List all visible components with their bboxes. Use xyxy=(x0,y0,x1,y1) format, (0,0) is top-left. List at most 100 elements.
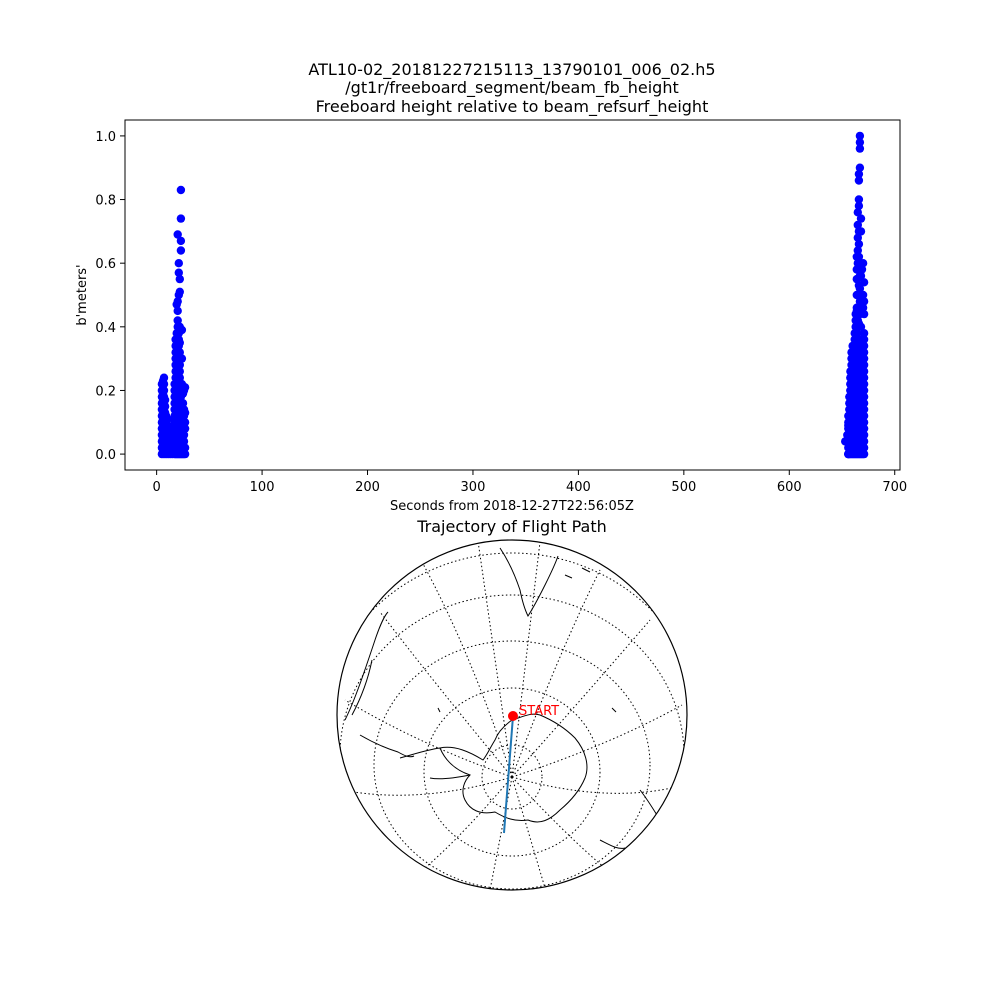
scatter-point xyxy=(851,341,860,351)
scatter-point xyxy=(159,379,169,389)
x-tick-label: 100 xyxy=(250,480,275,495)
x-axis-label: Seconds from 2018-12-27T22:56:05Z xyxy=(390,499,634,514)
scatter-point xyxy=(859,392,869,401)
scatter-point xyxy=(163,414,172,424)
scatter-point xyxy=(175,274,184,284)
coastlines xyxy=(344,547,661,849)
scatter-point xyxy=(859,329,869,338)
scatter-point xyxy=(859,354,869,363)
scatter-point xyxy=(859,399,869,408)
chart-title-line-1: ATL10-02_20181227215113_13790101_006_02.… xyxy=(308,60,715,80)
freeboard-scatter-chart: ATL10-02_20181227215113_13790101_006_02.… xyxy=(75,60,907,514)
scatter-point xyxy=(859,348,869,357)
scatter-points xyxy=(157,131,869,459)
scatter-point xyxy=(173,316,182,325)
scatter-point xyxy=(180,443,190,452)
meridian-3 xyxy=(421,561,513,778)
scatter-point xyxy=(180,449,190,459)
scatter-point xyxy=(173,230,182,239)
scatter-point xyxy=(859,360,869,370)
scatter-point xyxy=(177,354,187,363)
plot-frame xyxy=(124,119,901,471)
scatter-point xyxy=(160,395,170,405)
scatter-point xyxy=(178,399,188,408)
y-axis-label: b'meters' xyxy=(75,264,90,325)
scatter-point xyxy=(855,163,865,172)
scatter-point xyxy=(180,424,190,433)
scatter-point xyxy=(852,306,861,316)
scatter-point xyxy=(859,367,869,376)
antarctic-peninsula xyxy=(399,747,471,780)
scatter-point xyxy=(859,424,869,433)
scatter-point xyxy=(854,176,864,185)
scatter-point xyxy=(175,360,184,370)
meridian-14 xyxy=(511,776,546,889)
scatter-point xyxy=(176,214,186,223)
africa-coast xyxy=(499,547,559,618)
scatter-point xyxy=(859,443,869,452)
parallel-3 xyxy=(373,640,651,890)
scatter-point xyxy=(859,373,869,382)
scatter-point xyxy=(858,259,868,268)
globe-outline xyxy=(336,539,688,891)
scatter-point xyxy=(855,131,865,141)
scatter-point xyxy=(856,322,866,331)
scatter-point xyxy=(859,278,869,287)
scatter-point xyxy=(853,220,862,230)
scatter-point xyxy=(850,348,859,357)
south-america-coast xyxy=(344,611,415,758)
y-tick-label: 0.4 xyxy=(95,321,116,336)
scatter-point xyxy=(173,297,182,306)
scatter-point xyxy=(175,373,184,382)
scatter-point xyxy=(856,271,866,281)
scatter-point xyxy=(859,341,869,351)
scatter-point xyxy=(859,418,869,427)
scatter-point xyxy=(859,386,869,395)
flight-track xyxy=(503,715,514,834)
y-tick-label: 1.0 xyxy=(95,130,116,145)
scatter-point xyxy=(176,236,186,246)
islands xyxy=(437,567,617,713)
scatter-point xyxy=(857,265,867,274)
meridian-4 xyxy=(511,569,601,778)
parallel-2 xyxy=(423,687,601,857)
y-tick-label: 0.2 xyxy=(95,384,116,399)
scatter-point xyxy=(853,246,862,255)
y-tick-label: 0.8 xyxy=(95,194,116,209)
scatter-point xyxy=(855,144,865,153)
scatter-point xyxy=(176,185,186,195)
scatter-point xyxy=(858,290,868,300)
x-tick-label: 400 xyxy=(566,480,591,495)
x-tick-label: 500 xyxy=(671,480,696,495)
chart-title-line-2: /gt1r/freeboard_segment/beam_fb_height xyxy=(345,78,678,98)
scatter-point xyxy=(858,303,868,312)
scatter-point xyxy=(174,259,183,268)
scatter-point xyxy=(852,252,861,261)
scatter-point xyxy=(855,138,865,147)
scatter-point xyxy=(851,335,860,344)
scatter-point xyxy=(175,287,184,296)
scatter-point xyxy=(179,430,189,440)
scatter-point xyxy=(856,214,866,223)
scatter-point xyxy=(159,386,169,395)
scatter-point xyxy=(175,338,184,347)
scatter-point xyxy=(175,367,184,376)
scatter-point xyxy=(176,246,186,255)
scatter-point xyxy=(859,297,869,306)
scatter-point xyxy=(856,227,866,236)
meridian-9 xyxy=(341,776,513,796)
x-axis-ticks: 0 100 200 300 400 500 600 700 xyxy=(152,470,907,495)
scatter-point xyxy=(854,239,864,249)
scatter-point xyxy=(179,437,189,446)
scatter-point xyxy=(177,325,187,335)
y-tick-label: 0.6 xyxy=(95,257,116,272)
scatter-point xyxy=(859,437,869,446)
y-tick-label: 0.0 xyxy=(95,448,116,463)
chart-title-line-3: Freeboard height relative to beam_refsur… xyxy=(316,97,709,117)
start-marker xyxy=(508,711,518,721)
scatter-point xyxy=(859,379,869,389)
scatter-point xyxy=(173,306,182,316)
x-tick-label: 0 xyxy=(152,480,160,495)
x-tick-label: 700 xyxy=(882,480,907,495)
